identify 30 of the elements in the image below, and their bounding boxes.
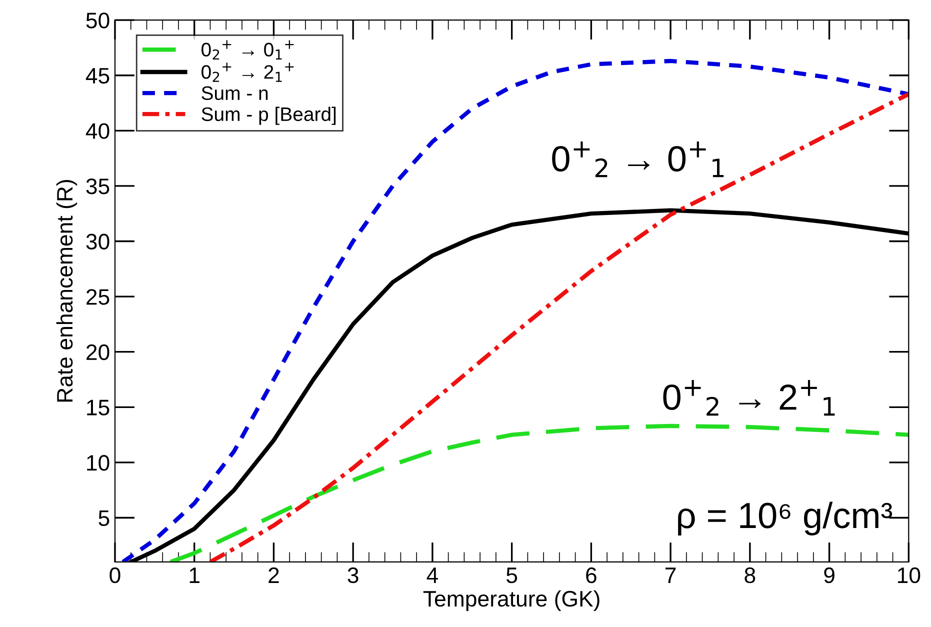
y-tick-label: 35 — [86, 178, 110, 194]
y-tick-label: 50 — [86, 12, 110, 28]
x-tick-label: 3 — [348, 567, 358, 584]
y-axis-title: Rate enhancement (R) — [56, 180, 78, 402]
y-tick-label: 40 — [86, 123, 110, 139]
annotation: ρ = 10⁶ g/cm³ — [678, 502, 892, 536]
y-tick-label: 25 — [86, 289, 110, 305]
legend-label: Sum - p [Beard] — [202, 106, 336, 125]
y-tick-label: 10 — [87, 454, 110, 471]
x-tick-label: 10 — [898, 567, 920, 584]
legend-label: 0$_{2}$$^{+}$ → 0$_{1}$$^{+}$ — [202, 40, 294, 60]
x-tick-label: 5 — [506, 568, 518, 584]
x-tick-label: 9 — [824, 567, 834, 584]
y-tick-label: 45 — [86, 68, 110, 84]
legend-label: 0$_{2}$$^{+}$ → 2$_{1}$$^{+}$ — [202, 62, 294, 82]
y-tick-label: 5 — [98, 510, 110, 526]
x-tick-label: 1 — [190, 568, 200, 583]
y-tick-label: 30 — [86, 234, 110, 250]
legend-label: Sum - n — [202, 86, 268, 100]
x-tick-label: 8 — [744, 567, 756, 584]
x-tick-label: 0 — [110, 567, 120, 584]
x-tick-label: 4 — [426, 568, 438, 583]
y-tick-label: 20 — [86, 344, 110, 360]
annotation: 0$^{+}$$_{2}$ → 0$^{+}$$_{1}$ — [552, 142, 724, 178]
x-axis-title: Temperature (GK) — [423, 590, 600, 612]
x-tick-label: 2 — [268, 567, 279, 583]
x-tick-label: 7 — [666, 568, 676, 583]
x-tick-label: 6 — [586, 567, 596, 584]
y-tick-label: 15 — [87, 400, 110, 416]
annotation: 0$^{+}$$_{2}$ → 2$^{+}$$_{1}$ — [663, 380, 835, 416]
